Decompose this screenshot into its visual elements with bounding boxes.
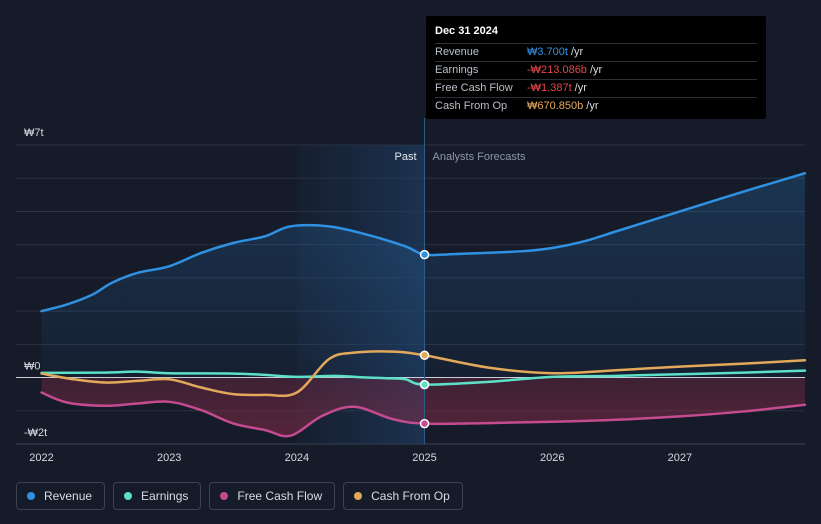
legend-dot-icon [124,492,133,500]
legend-dot-icon [354,492,363,500]
tooltip-row-cash-from-op: Cash From Op ₩670.850b /yr [435,97,757,115]
tooltip-row-revenue: Revenue ₩3.700t /yr [435,43,757,61]
past-label: Past [395,151,417,163]
legend-item-earnings[interactable]: Earnings [113,482,202,510]
x-tick-label: 2025 [412,452,436,464]
series-line-revenue [40,171,807,313]
current-value-markers [419,249,430,429]
axis-labels: ₩7t ₩0 -₩2t 2022 2023 2024 2025 2026 2027 Past Ana… [24,127,692,464]
marker-free-cash-flow [419,418,430,429]
tooltip-value: -₩1.387t [527,82,572,94]
x-tick-label: 2026 [540,452,564,464]
series-lines [40,171,807,438]
tooltip-label: Cash From Op [435,100,508,112]
x-tick-label: 2024 [285,452,309,464]
tooltip-label: Free Cash Flow [435,82,513,94]
legend-label: Revenue [44,489,93,503]
x-tick-label: 2027 [668,452,692,464]
legend-dot-icon [27,492,35,500]
tooltip-panel: Dec 31 2024 Revenue ₩3.700t /yr Earnings… [426,16,766,119]
series-line-free-cash-flow [40,391,807,438]
legend-item-revenue[interactable]: Revenue [16,482,106,510]
revenue-area [41,173,805,378]
forecast-label: Analysts Forecasts [433,151,526,163]
x-tick-label: 2023 [157,452,181,464]
tooltip-unit: /yr [589,64,603,76]
marker-cash-from-op [419,350,430,361]
series-fills [41,173,805,437]
legend-label: Cash From Op [371,489,450,503]
tooltip-label: Revenue [435,46,480,58]
tooltip-row-free-cash-flow: Free Cash Flow -₩1.387t /yr [435,79,757,97]
legend-item-cash-from-op[interactable]: Cash From Op [343,482,463,510]
tooltip-unit: /yr [574,82,587,94]
x-tick-label: 2022 [29,452,53,464]
marker-earnings [419,379,430,390]
y-label-top: ₩7t [24,127,44,139]
legend-item-free-cash-flow[interactable]: Free Cash Flow [209,482,336,510]
series-line-earnings [40,369,807,386]
y-label-zero: ₩0 [24,361,41,373]
legend-label: Earnings [141,489,189,503]
tooltip-label: Earnings [435,64,479,76]
tooltip-row-earnings: Earnings -₩213.086b /yr [435,61,757,79]
legend: Revenue Earnings Free Cash Flow Cash Fro… [16,482,463,510]
tooltip-value: ₩670.850b [527,100,584,112]
tooltip-value: -₩213.086b [527,64,587,76]
marker-revenue [419,249,430,260]
tooltip-unit: /yr [586,100,599,112]
series-line-cash-from-op [40,350,807,398]
legend-dot-icon [220,492,229,500]
tooltip-value: ₩3.700t [527,46,568,58]
free-cash-flow-area [41,377,805,437]
tooltip-date: Dec 31 2024 [435,25,498,37]
y-label-bottom: -₩2t [24,427,47,439]
tooltip-unit: /yr [570,46,584,58]
legend-label: Free Cash Flow [237,489,323,503]
